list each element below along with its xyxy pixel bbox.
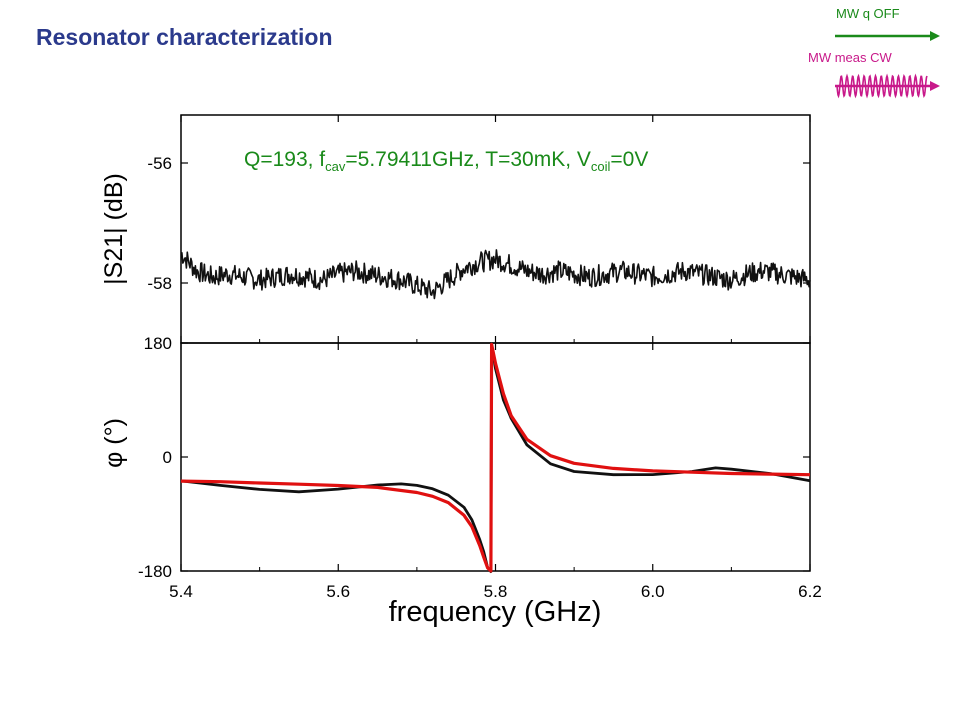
x-tick-label: 5.4: [169, 582, 193, 601]
x-axis-label: frequency (GHz): [389, 596, 602, 628]
phase-measured-line: [180, 343, 811, 573]
phase-fit-line: [180, 342, 811, 573]
mw-meas-wave-icon: [835, 73, 940, 99]
magnitude-y-tick-label: -58: [147, 274, 172, 293]
phase-y-tick-label: -180: [138, 562, 172, 581]
magnitude-ylabel: |S21| (dB): [100, 173, 128, 285]
x-tick-label: 6.2: [798, 582, 822, 601]
x-tick-label: 6.0: [641, 582, 665, 601]
magnitude-trace-line: [180, 249, 811, 300]
x-tick-label: 5.6: [326, 582, 350, 601]
fit-annotation: Q=193, fcav=5.79411GHz, T=30mK, Vcoil=0V: [244, 148, 648, 174]
mw-qubit-arrow-icon: [835, 31, 940, 41]
mw-meas-label: MW meas CW: [808, 50, 892, 65]
slide-title: Resonator characterization: [36, 24, 333, 50]
phase-ylabel: φ (°): [100, 418, 128, 468]
phase-y-tick-label: 180: [144, 334, 172, 353]
magnitude-y-tick-label: -56: [147, 154, 172, 173]
x-tick-label: 5.8: [484, 582, 508, 601]
mw-qubit-label: MW q OFF: [836, 6, 900, 21]
phase-panel-frame: [180, 342, 811, 572]
phase-y-tick-label: 0: [163, 448, 172, 467]
